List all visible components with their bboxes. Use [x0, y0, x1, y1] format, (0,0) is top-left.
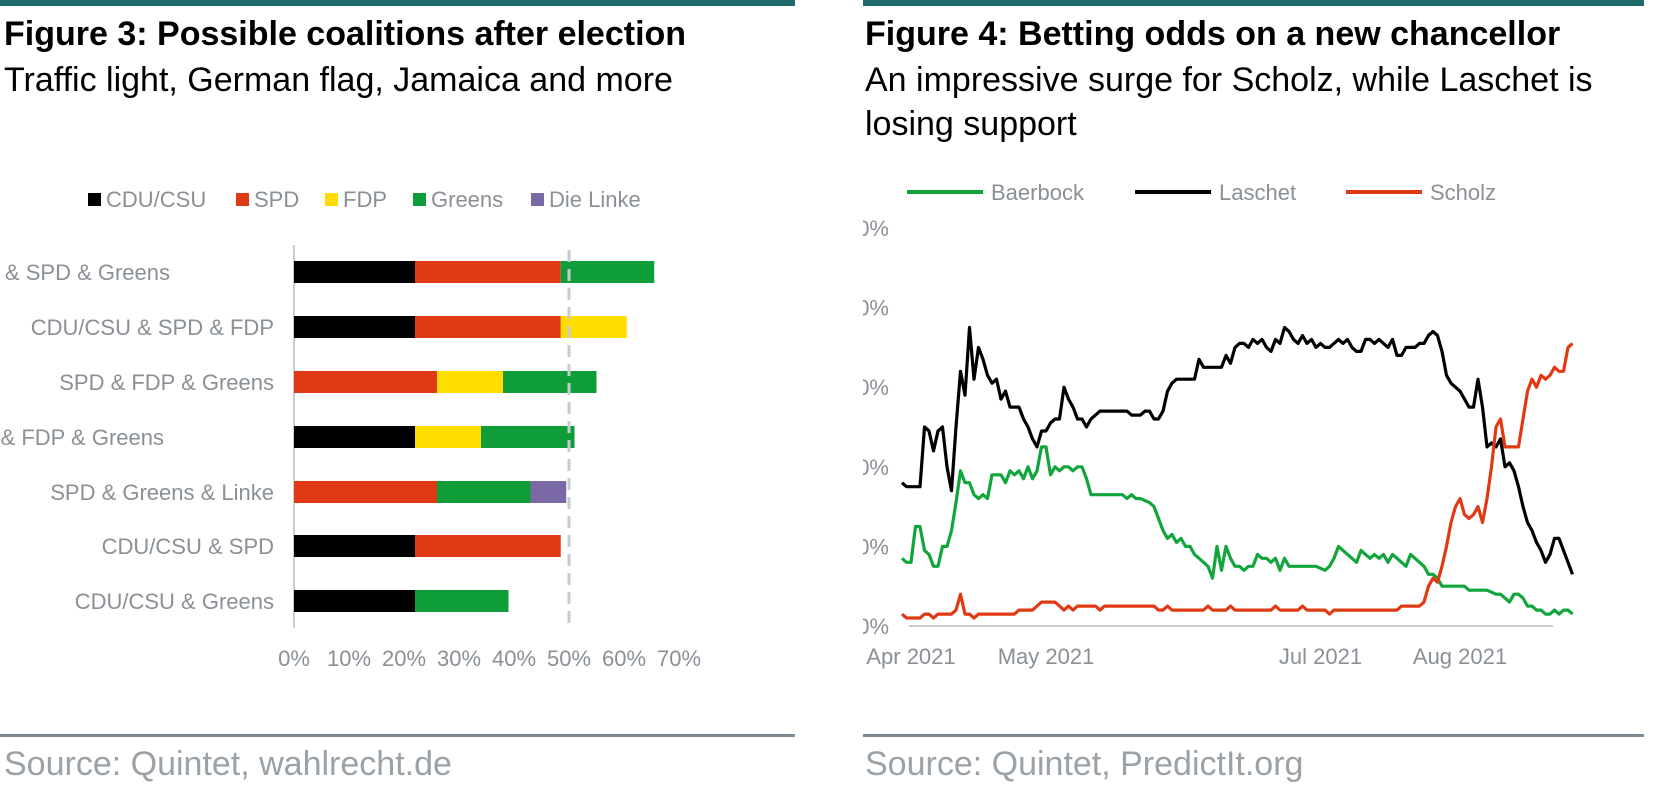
y-tick-label: 60% [863, 375, 889, 400]
betting-odds-line-chart: Baerbock Laschet Scholz 0% 20% 40% 60% 80% 100% A… [863, 180, 1574, 669]
legend-item-die-linke: Die Linke [531, 187, 641, 212]
legend-item-baerbock: Baerbock [907, 180, 1085, 205]
legend-swatch-cdu-csu [88, 193, 101, 206]
x-tick-label: 10% [327, 646, 371, 671]
x-tick-label: Aug 2021 [1413, 644, 1507, 669]
figure4-title: Figure 4: Betting odds on a new chancell… [865, 15, 1561, 53]
bar-cdu-csu-spd-fdp-fdp [560, 316, 627, 338]
figure3-source: Source: Quintet, wahlrecht.de [4, 745, 452, 783]
bar-cdu-csu-spd-fdp-cdu-csu [294, 316, 415, 338]
legend-item-greens: Greens [413, 187, 503, 212]
bar-spd-fdp-greens-spd [294, 371, 437, 393]
bar-cdu-csu-spd-spd [415, 535, 561, 557]
legend-item-scholz: Scholz [1346, 180, 1496, 205]
series-line-baerbock [900, 445, 1574, 616]
bar-cdu-csu-spd-greens-cdu-csu [294, 261, 415, 283]
legend-label-cdu-csu: CDU/CSU [106, 187, 206, 212]
figure3-subtitle: Traffic light, German flag, Jamaica and … [4, 61, 673, 99]
legend-label-spd: SPD [254, 187, 299, 212]
x-tick-label: Jul 2021 [1279, 644, 1362, 669]
legend-item-spd: SPD [236, 187, 299, 212]
category-label-spd-greens-linke: SPD & Greens & Linke [50, 480, 274, 505]
y-tick-label: 0% [863, 614, 889, 639]
x-tick-label: 50% [547, 646, 591, 671]
legend-item-laschet: Laschet [1135, 180, 1296, 205]
legend-swatch-fdp [325, 193, 338, 206]
bar-cdu-csu-fdp-greens-fdp [415, 426, 481, 448]
legend-label-die-linke: Die Linke [549, 187, 641, 212]
bar-spd-greens-linke-die-linke [530, 481, 567, 503]
x-tick-label: Apr 2021 [866, 644, 955, 669]
bar-cdu-csu-spd-cdu-csu [294, 535, 415, 557]
legend-swatch-die-linke [531, 193, 544, 206]
figure4-subtitle: An impressive surge for Scholz, while La… [865, 61, 1593, 143]
legend-swatch-spd [236, 193, 249, 206]
top-rule [0, 0, 795, 6]
category-label-cdu-csu-fdp-greens: CDU/CSU & FDP & Greens [0, 425, 164, 450]
legend-item-fdp: FDP [325, 187, 387, 212]
x-tick-label: 20% [382, 646, 426, 671]
series-line-laschet [900, 325, 1574, 575]
bar-cdu-csu-fdp-greens-greens [481, 426, 575, 448]
bottom-rule [863, 734, 1644, 737]
category-label-cdu-csu-greens: CDU/CSU & Greens [75, 589, 274, 614]
legend-swatch-greens [413, 193, 426, 206]
top-rule [863, 0, 1644, 6]
x-tick-label: 40% [492, 646, 536, 671]
category-label-cdu-csu-spd: CDU/CSU & SPD [102, 534, 274, 559]
bar-spd-fdp-greens-fdp [437, 371, 503, 393]
legend-item-cdu-csu: CDU/CSU [88, 187, 206, 212]
figure4-panel: Figure 4: Betting odds on a new chancell… [863, 0, 1659, 788]
legend-label-scholz: Scholz [1430, 180, 1496, 205]
x-tick-label: 60% [602, 646, 646, 671]
bar-spd-greens-linke-greens [437, 481, 531, 503]
figure4-source: Source: Quintet, PredictIt.org [865, 745, 1304, 783]
x-tick-label: 30% [437, 646, 481, 671]
category-label-spd-fdp-greens: SPD & FDP & Greens [59, 370, 274, 395]
series-line-scholz [900, 342, 1574, 620]
bar-cdu-csu-spd-fdp-spd [415, 316, 561, 338]
category-label-cdu-csu-spd-fdp: CDU/CSU & SPD & FDP [31, 315, 274, 340]
x-tick-label: 0% [278, 646, 310, 671]
y-tick-label: 20% [863, 534, 889, 559]
bar-cdu-csu-fdp-greens-cdu-csu [294, 426, 415, 448]
bottom-rule [0, 734, 795, 737]
figure3-title: Figure 3: Possible coalitions after elec… [4, 15, 687, 53]
bar-spd-fdp-greens-greens [503, 371, 597, 393]
bar-cdu-csu-spd-greens-spd [415, 261, 561, 283]
legend-label-greens: Greens [431, 187, 503, 212]
bar-cdu-csu-greens-greens [415, 590, 509, 612]
figure3-panel: Figure 3: Possible coalitions after elec… [0, 0, 795, 788]
x-tick-label: 70% [657, 646, 701, 671]
bar-cdu-csu-greens-cdu-csu [294, 590, 415, 612]
category-label-cdu-csu-spd-greens: CDU/CSU & SPD & Greens [0, 260, 170, 285]
bar-cdu-csu-spd-greens-greens [560, 261, 655, 283]
legend-label-laschet: Laschet [1219, 180, 1296, 205]
y-tick-label: 80% [863, 296, 889, 321]
coalition-bar-chart: CDU/CSU SPD FDP Greens Die Linke CDU/CSU & SP… [0, 187, 701, 671]
bar-spd-greens-linke-spd [294, 481, 437, 503]
legend-label-baerbock: Baerbock [991, 180, 1085, 205]
legend-label-fdp: FDP [343, 187, 387, 212]
x-tick-label: May 2021 [998, 644, 1095, 669]
y-tick-label: 100% [863, 216, 889, 241]
y-tick-label: 40% [863, 455, 889, 480]
